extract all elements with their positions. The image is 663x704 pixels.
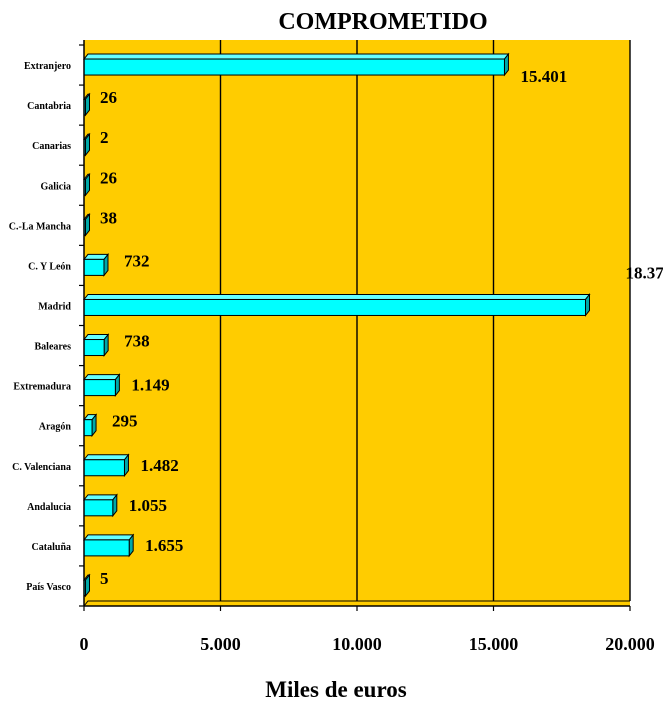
category-label: Extremadura [13,382,71,393]
bar-front-face [83,379,116,397]
bar-front-face [83,339,105,357]
data-label: 15.401 [520,67,567,86]
bar [82,453,130,478]
data-label: 1.655 [145,536,183,555]
bar-top-face [82,293,591,300]
data-label: 26 [100,168,117,187]
data-label: 1.482 [140,456,178,475]
category-label: Madrid [38,301,71,312]
category-label: C.-La Mancha [9,221,71,232]
axes [79,40,631,611]
bar [82,413,98,438]
category-label: Aragón [39,422,72,433]
category-label: País Vasco [26,582,71,593]
data-labels: 15.401 26 2 26 38 732 18.370 738 1.149 295 1.482 1.… [100,67,663,588]
bar-top-face [82,534,135,541]
category-label: Galicia [40,181,71,192]
data-label: 1.055 [129,496,167,515]
data-label: 295 [112,412,138,431]
floor-edge [83,600,630,607]
data-label: 738 [124,332,150,351]
data-label: 26 [100,88,117,107]
bar [82,533,135,558]
x-axis-title: Miles de euros [265,677,406,702]
bar-front-face [83,499,114,517]
bar [82,252,110,277]
category-labels: Extranjero Cantabria Canarias Galicia C.-La … [9,61,72,593]
x-tick-label: 0 [80,634,89,654]
bar-front-face [83,58,505,76]
x-tick-labels: 0 5.000 10.000 15.000 20.000 [80,634,655,654]
chart-title: COMPROMETIDO [278,9,487,35]
bar-front-face [83,419,93,437]
category-label: Andalucia [27,502,71,513]
gridlines [219,40,631,601]
bar-front-face [83,258,105,276]
bar [82,293,591,317]
bar-top-face [82,494,118,501]
x-tick-label: 20.000 [605,634,655,654]
bar-front-face [83,539,130,557]
bar-top-face [82,53,510,60]
bar [82,52,510,77]
category-label: C. Y León [28,261,71,272]
category-label: Cantabria [27,101,71,112]
category-label: Cataluña [32,542,71,553]
bar [82,493,118,518]
x-tick-label: 15.000 [469,634,519,654]
category-label: Extranjero [24,61,71,72]
category-label: Canarias [32,141,71,152]
bars [82,52,591,598]
data-label: 732 [124,251,150,270]
bar-front-face [83,298,587,316]
bar-top-face [82,374,121,381]
bar-front-face [83,459,125,477]
data-label: 38 [100,208,117,227]
data-label: 5 [100,569,109,588]
x-tick-label: 5.000 [200,634,241,654]
bar-top-face [82,454,130,461]
category-label: C. Valenciana [12,462,71,473]
data-label: 18.370 [626,263,663,282]
category-label: Baleares [35,342,72,353]
x-tick-label: 10.000 [332,634,382,654]
bar [82,373,121,398]
data-label: 2 [100,128,109,147]
data-label: 1.149 [131,376,169,395]
bar [82,333,110,357]
